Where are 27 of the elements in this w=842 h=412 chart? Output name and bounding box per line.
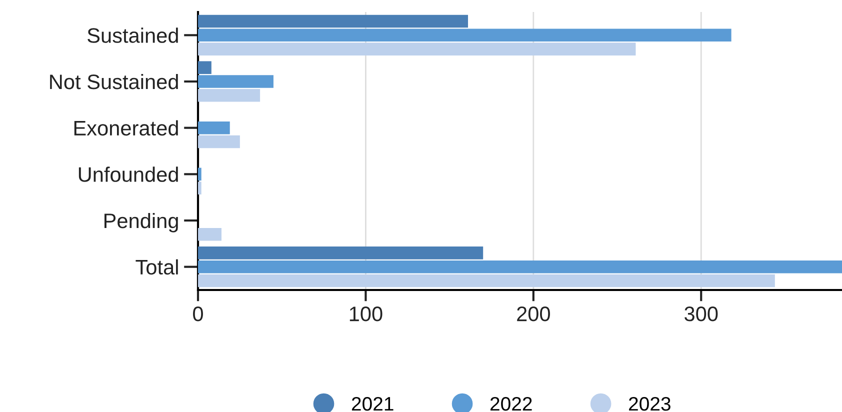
y-tick-label: Exonerated	[74, 120, 178, 136]
bar	[198, 246, 484, 260]
y-tick-label: Pending	[104, 212, 178, 232]
bar	[198, 14, 468, 28]
y-tick-label: Not Sustained	[50, 74, 178, 90]
y-tick-label: Total	[136, 259, 178, 275]
x-tick-label: 100	[350, 306, 382, 322]
bar	[198, 61, 212, 74]
bar	[198, 121, 230, 134]
legend-label: 2021	[352, 396, 394, 411]
x-tick-label: 0	[193, 306, 203, 322]
y-tick-label: Sustained	[88, 28, 178, 43]
bar	[198, 42, 636, 56]
bar	[198, 28, 732, 42]
x-tick-label: 300	[684, 306, 718, 322]
bar	[198, 135, 240, 148]
y-tick-label: Unfounded	[78, 166, 178, 182]
bar	[198, 274, 775, 288]
x-tick-label: 200	[517, 306, 550, 322]
legend-label: 2022	[490, 396, 532, 411]
bar	[198, 228, 222, 241]
bar	[198, 260, 842, 274]
bar	[198, 89, 260, 102]
bar	[198, 182, 202, 194]
bar	[198, 168, 202, 181]
bar	[198, 75, 274, 88]
legend-label: 2023	[629, 396, 670, 411]
